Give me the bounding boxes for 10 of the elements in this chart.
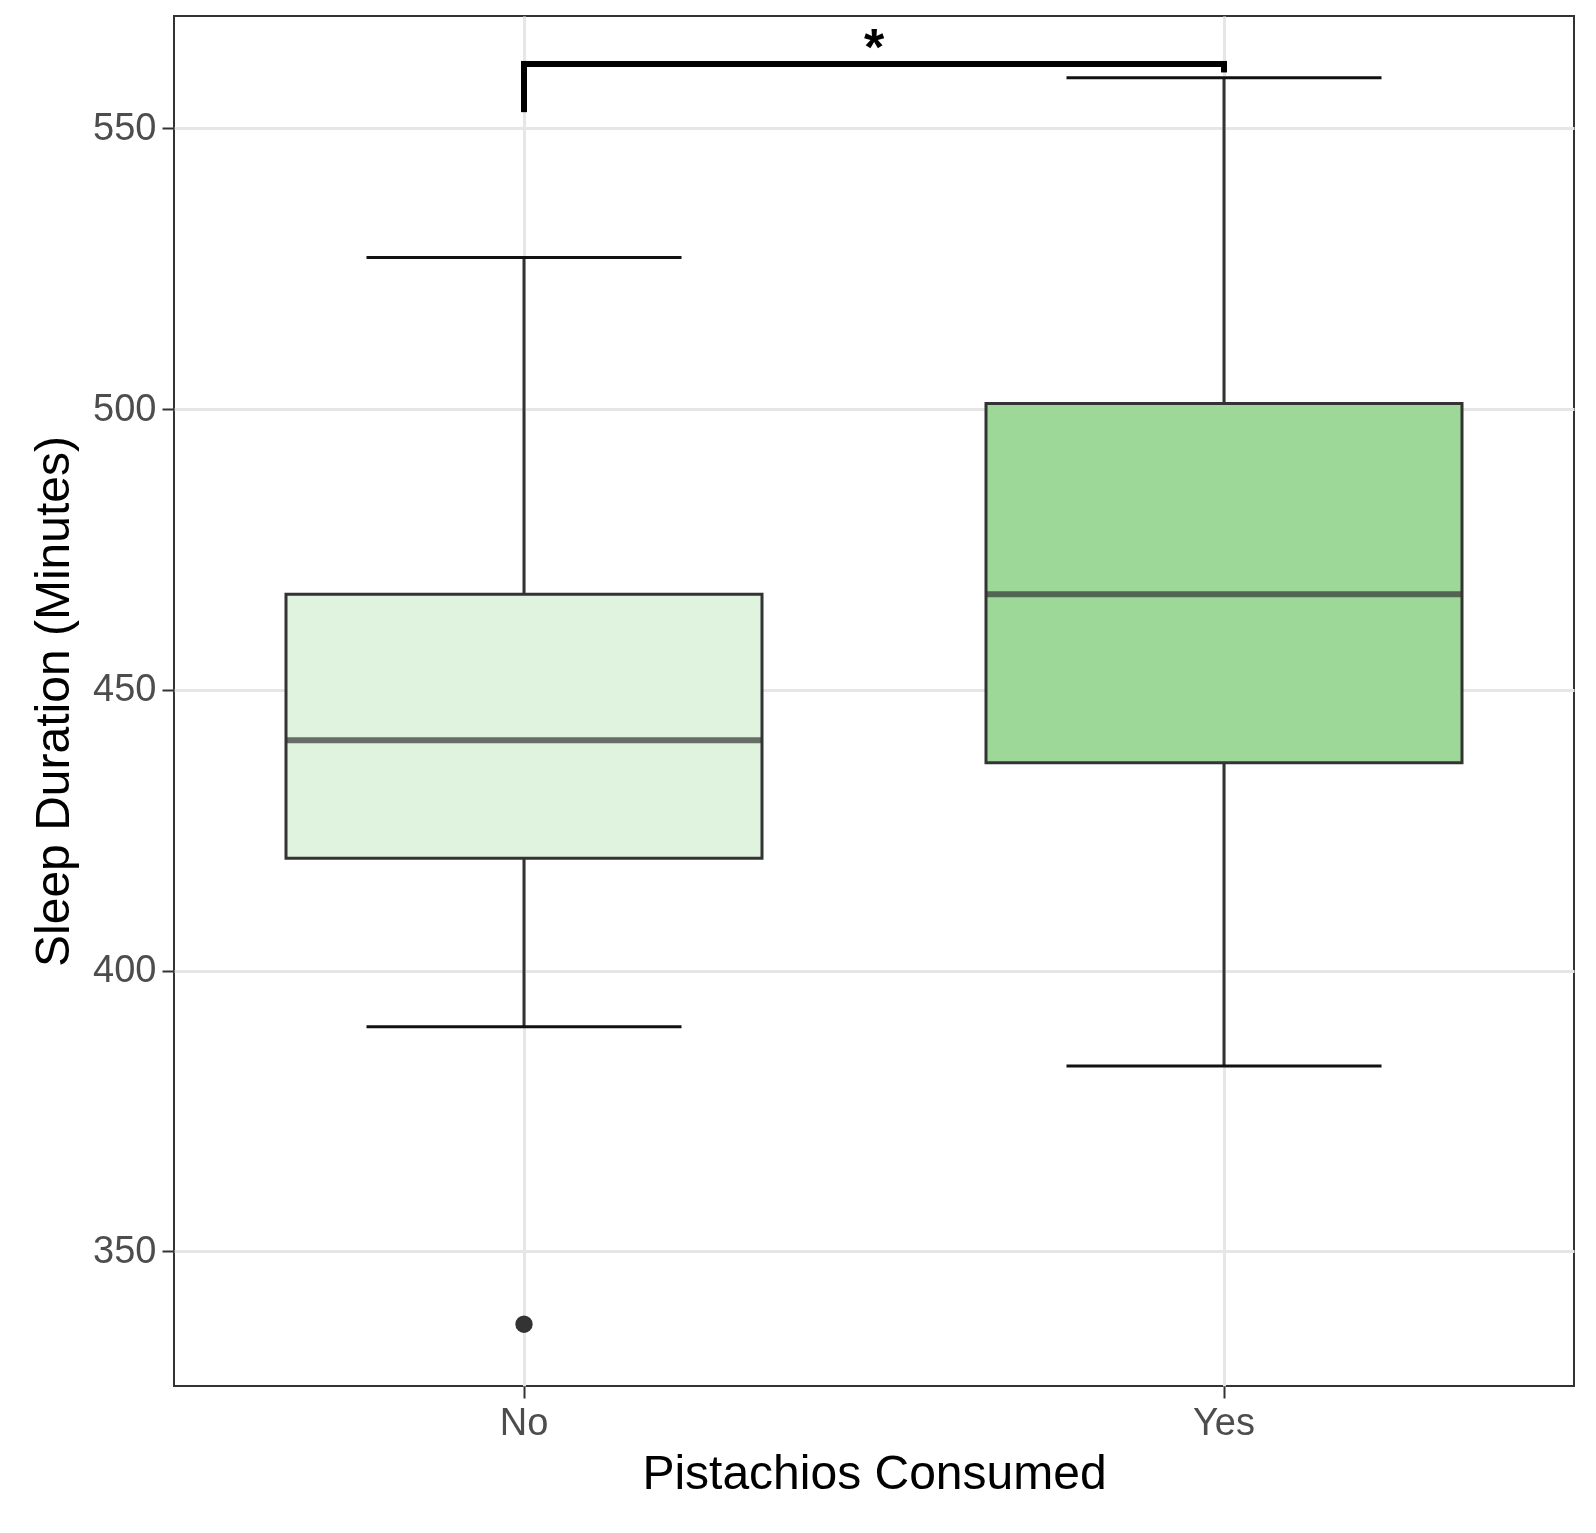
y-tick-label: 500 bbox=[93, 386, 157, 429]
y-tick-label: 450 bbox=[93, 667, 157, 710]
x-axis-title: Pistachios Consumed bbox=[642, 1445, 1107, 1499]
y-tick-label: 350 bbox=[93, 1228, 157, 1271]
y-tick-label: 400 bbox=[93, 948, 157, 991]
annotation: * bbox=[863, 17, 885, 76]
y-axis-title: Sleep Duration (Minutes) bbox=[26, 436, 80, 967]
y-tick-label: 550 bbox=[93, 105, 157, 148]
x-tick-label: Yes bbox=[1193, 1400, 1255, 1443]
x-tick-label: No bbox=[499, 1400, 549, 1443]
